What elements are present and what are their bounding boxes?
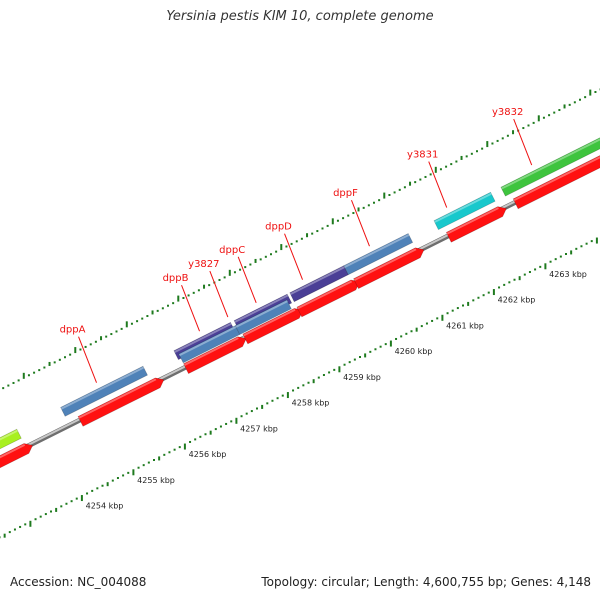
gene-highlight bbox=[243, 308, 296, 337]
gene-label-dppB: dppB bbox=[163, 273, 189, 284]
gene-highlight bbox=[234, 294, 289, 323]
scale-label-4256: 4256 kbp bbox=[189, 450, 227, 459]
gene-feature-inner bbox=[445, 206, 507, 243]
gene-label-y3831: y3831 bbox=[407, 150, 438, 161]
gene-highlight bbox=[513, 156, 600, 202]
label-leader-dppC bbox=[237, 256, 257, 304]
gene-highlight bbox=[235, 300, 288, 328]
gene-highlight bbox=[297, 280, 353, 310]
label-leader-dppA bbox=[78, 336, 97, 383]
gene-highlight bbox=[0, 429, 18, 441]
gene-label-dppC: dppC bbox=[219, 245, 245, 256]
gene-highlight bbox=[78, 378, 157, 419]
accession-text: Accession: NC_004088 bbox=[10, 575, 147, 589]
scale-label-4258: 4258 kbp bbox=[292, 399, 330, 408]
label-leader-y3831 bbox=[428, 161, 448, 208]
scale-label-4259: 4259 kbp bbox=[343, 373, 381, 382]
scale-label-4255: 4255 kbp bbox=[137, 476, 175, 485]
gene-dppA-outer bbox=[60, 365, 148, 417]
gene-highlight bbox=[501, 138, 600, 190]
label-leader-dppD bbox=[284, 233, 303, 280]
gene-highlight bbox=[289, 266, 345, 296]
gene-highlight bbox=[344, 233, 410, 268]
map-title: Yersinia pestis KIM 10, complete genome bbox=[166, 9, 434, 24]
genome-summary-text: Topology: circular; Length: 4,600,755 bp… bbox=[261, 575, 591, 589]
label-leader-y3832 bbox=[513, 118, 533, 166]
gene-dppF-outer bbox=[343, 233, 414, 276]
gene-feature-inner bbox=[512, 155, 600, 210]
gene-label-dppD: dppD bbox=[265, 222, 292, 233]
scale-label-4262: 4262 kbp bbox=[498, 296, 536, 305]
inner-tick-track bbox=[0, 237, 598, 539]
gene-highlight bbox=[353, 248, 417, 281]
gene-label-y3832: y3832 bbox=[492, 107, 523, 118]
outer-tick-track bbox=[2, 88, 600, 390]
scale-label-4254: 4254 kbp bbox=[86, 502, 124, 511]
gene-highlight bbox=[0, 443, 26, 459]
gene-highlight bbox=[183, 337, 239, 366]
gene-feature-inner bbox=[353, 247, 425, 290]
gene-highlight bbox=[434, 192, 492, 223]
gene-highlight bbox=[174, 322, 232, 353]
gene-label-dppF: dppF bbox=[333, 188, 358, 199]
gene-label-dppA: dppA bbox=[60, 325, 86, 336]
scale-label-4261: 4261 kbp bbox=[446, 321, 484, 330]
gene-highlight bbox=[446, 207, 499, 235]
label-leader-dppF bbox=[351, 200, 370, 247]
scale-label-4263: 4263 kbp bbox=[549, 270, 587, 279]
gene-y3827-outer bbox=[234, 299, 292, 335]
scale-label-4260: 4260 kbp bbox=[395, 347, 433, 356]
feature-track bbox=[0, 137, 600, 469]
gene-y3831-outer bbox=[433, 191, 496, 231]
gene-y3832-outer bbox=[500, 137, 600, 197]
gene-label-y3827: y3827 bbox=[188, 259, 219, 270]
label-leader-dppB bbox=[181, 284, 200, 332]
scale-label-layer: 4254 kbp 4255 kbp 4256 kbp 4257 kbp 4258 kbp… bbox=[86, 270, 587, 511]
gene-feature-inner bbox=[0, 443, 34, 469]
gene-feature-inner bbox=[77, 377, 165, 427]
gene-highlight bbox=[60, 366, 145, 410]
gene-highlight bbox=[178, 326, 237, 357]
gene-feature-outer bbox=[0, 428, 22, 450]
gene-feature-inner bbox=[183, 336, 247, 375]
label-leader-y3827 bbox=[209, 270, 229, 318]
scale-label-4257: 4257 kbp bbox=[240, 424, 278, 433]
